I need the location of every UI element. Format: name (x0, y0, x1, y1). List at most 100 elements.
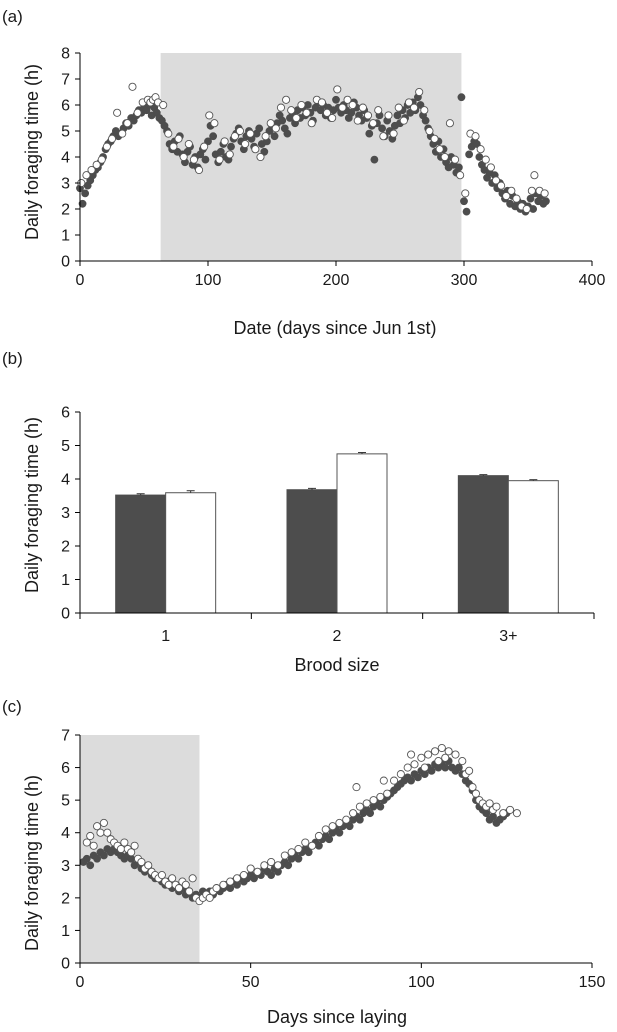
panel-a-open-point (348, 100, 357, 110)
panel-a-open-point (410, 103, 419, 112)
panel-c-open-point (485, 799, 494, 808)
panel-c-open-point (362, 799, 371, 808)
panel-c-open-point (376, 792, 385, 801)
panel-c-open-point (430, 747, 440, 756)
panel-a-open-point (220, 137, 229, 146)
panel-a-y-tick-label: 4 (61, 150, 70, 167)
panel-a-label: (a) (2, 7, 23, 26)
panel-a-open-point (317, 98, 326, 107)
panel-b-y-axis-title: Daily foraging time (h) (22, 417, 42, 593)
panel-c-open-point (352, 783, 361, 792)
panel-a-open-point (379, 132, 388, 141)
panel-a-open-point (92, 160, 101, 169)
panel-c-open-point (157, 871, 166, 880)
panel-b-bar-open (336, 453, 388, 614)
panel-c-filled-point (376, 802, 385, 811)
panel-c-open-point (471, 789, 481, 798)
panel-a-filled-point (255, 124, 264, 133)
panel-a-open-point (210, 119, 219, 128)
panel-a-open-point (369, 119, 378, 128)
panel-a-filled-point (332, 95, 340, 104)
panel-c-open-point (506, 805, 515, 814)
panel-a-filled-point (393, 111, 402, 120)
panel-c-open-point (120, 838, 129, 847)
panel-b-y-tick-label: 4 (61, 472, 70, 489)
panel-b-category-label: 1 (161, 628, 170, 645)
panel-b-y-tick-label: 5 (61, 438, 70, 455)
panel-c-y-tick-label: 0 (61, 956, 70, 973)
panel-a-open-point (194, 165, 204, 175)
panel-c-y-tick-label: 3 (61, 858, 70, 875)
panel-a-filled-point (270, 132, 279, 141)
panel-c-open-point (369, 796, 378, 805)
panel-a-open-point (123, 119, 132, 128)
panel-b-category-label: 3+ (499, 628, 517, 645)
panel-a-open-point (266, 119, 275, 128)
panel-c-y-tick-label: 6 (61, 760, 70, 777)
panel-b-y-tick-label: 3 (61, 505, 70, 522)
panel-a-filled-point (462, 207, 471, 216)
panel-c-open-point (246, 864, 255, 873)
panel-c-open-point (212, 884, 221, 893)
panel-c-open-point (410, 760, 419, 769)
panel-c-x-tick-label: 150 (579, 974, 606, 991)
panel-a-open-point (241, 139, 250, 149)
panel-c-open-point (379, 776, 388, 785)
panel-c-label: (c) (2, 697, 22, 716)
panel-a-open-point (133, 108, 142, 117)
panel-a-open-point (184, 139, 193, 149)
panel-c-open-point (465, 766, 474, 775)
panel-c-open-point (96, 828, 105, 837)
panel-a-open-point (440, 152, 449, 162)
panel-a-open-point (174, 134, 183, 143)
panel-a-open-point (261, 132, 270, 141)
panel-a-open-point (430, 134, 439, 143)
panel-a-open-point (307, 119, 316, 128)
panel-a-open-point (374, 106, 383, 115)
panel-c-open-point (82, 838, 91, 847)
panel-c-open-point (103, 828, 112, 837)
panel-c-open-point (164, 880, 173, 889)
panel-a-open-point (527, 186, 536, 195)
panel-a-open-point (271, 124, 280, 133)
panel-c-open-point (444, 747, 453, 756)
panel-a-y-tick-label: 7 (61, 72, 70, 89)
panel-c-y-tick-label: 7 (61, 728, 70, 745)
panel-a-open-point (333, 85, 342, 94)
panel-b-bar-open (165, 492, 217, 614)
panel-c-filled-point (267, 871, 276, 879)
panel-c-open-point (226, 877, 235, 886)
panel-c-open-point (267, 857, 276, 867)
panel-a-open-point (82, 171, 91, 180)
panel-c-open-point (420, 763, 429, 772)
panel-a-open-point (200, 142, 209, 151)
panel-a-open-point (97, 155, 106, 164)
panel-b: (b) Daily foraging time (h) Brood size 1… (2, 349, 595, 675)
panel-a-x-tick-label: 100 (195, 272, 222, 289)
panel-a-open-point (282, 95, 291, 104)
panel-b-bar-open (507, 480, 559, 614)
panel-a-filled-point (365, 129, 374, 138)
panel-c-open-point (219, 880, 228, 889)
panel-c-filled-point (407, 776, 415, 785)
panel-a-open-point (445, 119, 454, 128)
panel-b-bar-dark (115, 494, 167, 614)
panel-b-x-axis-title: Brood size (294, 655, 379, 675)
panel-c-open-point (280, 851, 289, 860)
panel-c-y-axis-title: Daily foraging time (h) (22, 775, 42, 951)
panel-a-y-tick-label: 2 (61, 202, 70, 219)
panel-c-filled-point (86, 861, 95, 870)
panel-a-filled-point (227, 142, 235, 151)
panel-b-category-label: 2 (333, 628, 342, 645)
panel-a-open-point (292, 113, 301, 123)
panel-a-open-point (399, 116, 408, 125)
panel-a-open-point (420, 106, 429, 115)
panel-a-open-point (404, 98, 414, 107)
panel-a-open-point (164, 129, 173, 138)
panel-a: (a) Daily foraging time (h) Date (days s… (2, 7, 605, 338)
panel-c-open-point (424, 750, 433, 759)
panel-c-filled-point (304, 848, 313, 857)
panel-c-open-point (349, 809, 358, 818)
panel-a-x-tick-label: 300 (451, 272, 478, 289)
panel-c-open-point (127, 848, 136, 857)
